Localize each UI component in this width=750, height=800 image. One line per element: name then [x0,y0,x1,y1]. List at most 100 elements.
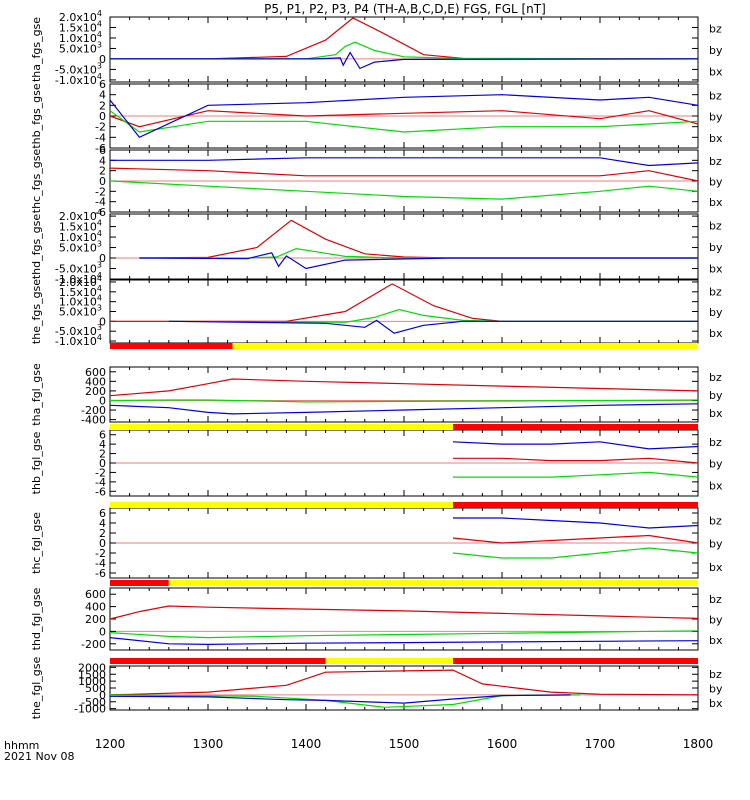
y-tick-label: -6 [95,142,106,155]
y-tick-label: 6 [99,144,106,157]
y-tick-label: 2 [99,448,106,461]
y-tick-label: -200 [81,638,106,651]
y-tick-label: -1.0x104 [55,271,102,286]
y-tick-label: 4 [99,517,106,530]
y-tick-label: 0 [99,175,106,188]
y-tick-label: 4 [99,89,106,102]
x-tick-label: 1800 [683,737,714,751]
series-by-line [139,247,698,259]
legend-by: by [709,682,723,695]
y-tick-label: 1.5x104 [59,284,102,299]
legend-bz: bz [709,220,722,233]
legend-by: by [709,538,723,551]
y-tick-label: -400 [81,414,106,427]
legend-bz: bz [709,285,722,298]
series-bx-line [109,403,699,415]
legend-bz: bz [709,23,722,36]
y-tick-label: 6 [99,507,106,520]
y-tick-label: 0 [99,689,106,702]
y-tick-label: 4 [99,154,106,167]
panel-ylabel: thb_fgl_gse [30,431,43,494]
series-by-line [110,41,699,60]
series-bz-line [109,110,699,128]
x-tick-label: 1400 [291,737,322,751]
y-tick-label: -2 [95,185,106,198]
legend-bx: bx [709,634,723,647]
panel-ylabel: tha_fgl_gse [30,363,43,426]
series-bz-line [109,669,699,696]
legend-bx: bx [709,561,723,574]
y-tick-label: 0 [99,625,106,638]
y-tick-label: 0 [99,537,106,550]
panel-ylabel: the_fgl_gse [30,657,43,720]
series-bx-line [110,51,699,70]
panel-ylabel: thc_fgs_gse [30,149,43,214]
series-bx-line [110,157,699,167]
legend-bx: bx [709,263,723,276]
y-tick-label: -5.0x103 [55,323,102,338]
y-tick-label: 500 [85,682,106,695]
y-tick-label: -6 [95,485,106,498]
status-bar-segment [110,658,326,664]
legend-by: by [709,389,723,402]
panel-ylabel: thc_fgl_gse [30,512,43,574]
y-tick-label: 1.5x104 [59,19,102,34]
legend-bz: bz [709,90,722,103]
y-tick-label: 400 [85,601,106,614]
y-tick-label: -1000 [74,703,106,716]
status-bar-segment [232,343,698,349]
legend-bx: bx [709,196,723,209]
x-tick-label: 1700 [585,737,616,751]
panel-frame [109,16,699,83]
status-bar-segment [110,343,233,349]
series-bx-line [109,94,699,139]
x-tick-label: 1500 [389,737,420,751]
legend-bz: bz [709,371,722,384]
y-tick-label: 5.0x103 [59,40,102,55]
series-by-line [168,308,698,323]
series-bz-line [110,283,698,322]
series-bx-line [109,694,571,704]
status-bar-segment [168,580,699,586]
y-tick-label: 400 [85,375,106,388]
legend-by: by [709,176,723,189]
y-tick-label: 0 [99,394,106,407]
y-tick-label: 600 [85,588,106,601]
series-bx-line [109,637,699,646]
y-tick-label: 0 [99,53,106,66]
series-bz-line [453,457,699,464]
y-tick-label: 0 [99,252,106,265]
x-tick-label: 1600 [487,737,518,751]
y-tick-label: 2000 [78,661,106,674]
y-tick-label: 2.0x104 [59,208,102,223]
x-tick-label: 1300 [193,737,224,751]
status-bar-segment [110,580,169,586]
series-bz-line [110,17,699,60]
y-tick-label: -2 [95,121,106,134]
y-tick-label: 0 [99,315,106,328]
y-tick-label: -200 [81,404,106,417]
status-bar-segment [325,658,453,664]
y-tick-label: -2 [95,547,106,560]
legend-bx: bx [709,66,723,79]
legend-bz: bz [709,668,722,681]
x-tick-label: 1200 [95,737,126,751]
y-tick-label: 1000 [78,675,106,688]
panel-ylabel: thd_fgl_gse [30,587,43,650]
series-by-line [109,630,699,639]
status-bar-segment [453,502,698,508]
y-tick-label: 1.0x104 [59,229,102,244]
y-tick-label: 0 [99,110,106,123]
series-bz-line [452,534,699,544]
y-tick-label: 1.0x104 [59,294,102,309]
y-tick-label: 1.0x104 [59,30,102,45]
y-tick-label: -5.0x103 [55,61,102,76]
series-bx-line [139,252,698,270]
y-tick-label: 6 [99,78,106,91]
y-tick-label: 4 [99,438,106,451]
status-bar-segment [453,658,698,664]
y-tick-label: -4 [95,476,106,489]
y-tick-label: 2 [99,165,106,178]
